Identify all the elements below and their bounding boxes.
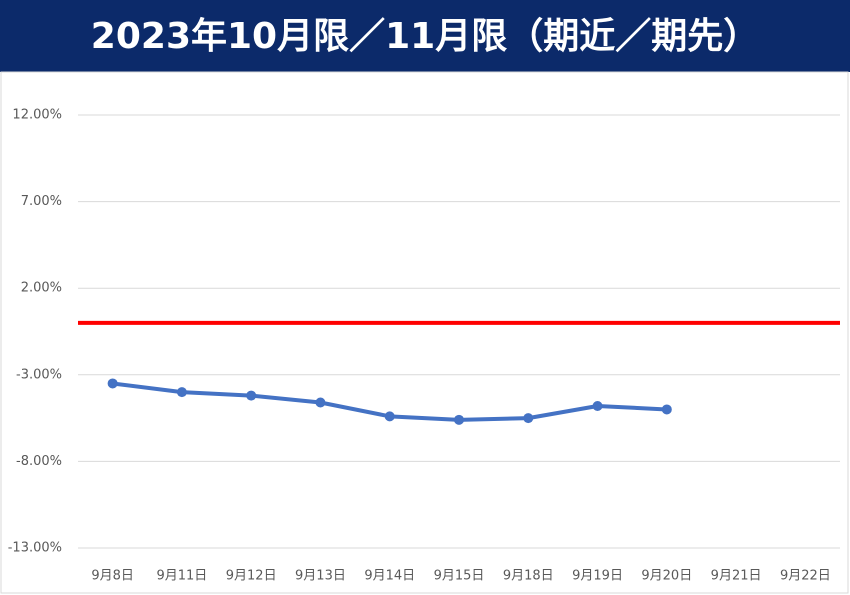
x-tick-label: 9月18日 [503, 569, 554, 584]
x-tick-label: 9月15日 [434, 569, 485, 584]
x-tick-label: 9月21日 [711, 569, 762, 584]
y-tick-label: 2.00% [21, 281, 62, 296]
data-point [454, 414, 464, 425]
y-tick-label: 12.00% [12, 108, 62, 123]
x-tick-label: 9月14日 [364, 569, 415, 584]
x-tick-label: 9月22日 [780, 569, 831, 584]
title-bar [0, 0, 850, 72]
x-tick-label: 9月8日 [91, 569, 134, 584]
y-tick-label: -3.00% [16, 367, 62, 382]
data-point [661, 404, 672, 415]
x-tick-label: 9月13日 [295, 569, 346, 584]
chart-frame [0, 71, 849, 594]
chart-title: 2023年10月限／11月限（期近／期先） [91, 16, 759, 57]
y-tick-label: -13.00% [8, 541, 62, 556]
x-tick-label: 9月20日 [641, 569, 692, 584]
data-point [246, 390, 257, 401]
data-point [384, 411, 395, 422]
data-point [592, 400, 603, 411]
x-tick-label: 9月11日 [156, 569, 207, 584]
x-tick-label: 9月19日 [572, 569, 623, 584]
y-tick-label: 7.00% [21, 194, 62, 209]
data-point [523, 413, 534, 424]
data-point [315, 397, 326, 408]
data-point [107, 378, 118, 389]
data-point [176, 387, 187, 398]
x-tick-label: 9月12日 [226, 569, 277, 584]
y-tick-label: -8.00% [16, 454, 62, 469]
